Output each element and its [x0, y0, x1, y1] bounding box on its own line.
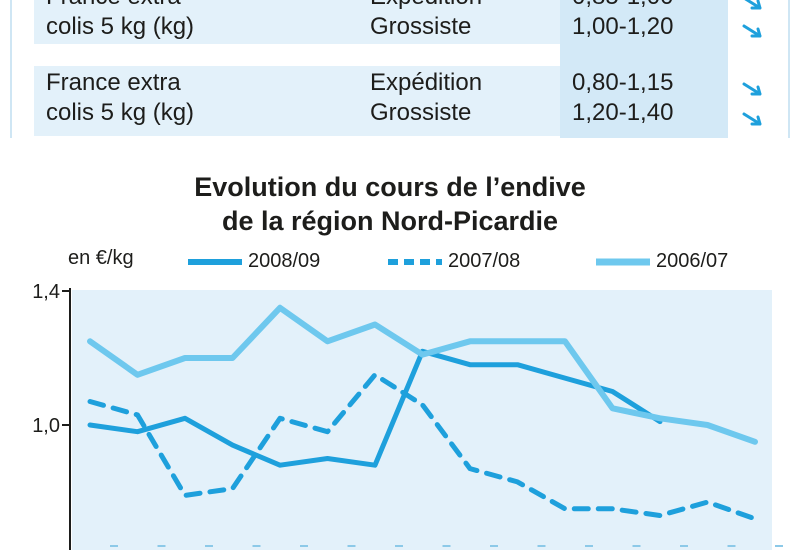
- price-column: [560, 0, 728, 138]
- legend-item-2008-09: 2008/09: [186, 250, 346, 274]
- legend-item-2007-08: 2007/08: [386, 250, 556, 274]
- stage-label: Grossiste: [370, 99, 472, 126]
- legend-swatch: [596, 258, 650, 266]
- stage-label: Expédition: [370, 69, 483, 96]
- legend-item-2006-07: 2006/07: [594, 250, 764, 274]
- down-arrow-icon: [742, 24, 762, 38]
- price-table: [10, 0, 790, 138]
- legend-swatch: [388, 259, 442, 265]
- down-arrow-icon: [744, 0, 762, 10]
- legend-label: 2006/07: [656, 250, 729, 272]
- y-tick-label: 1,0: [32, 415, 60, 437]
- legend-label: 2008/09: [248, 250, 321, 272]
- price-range: 1,00-1,20: [572, 13, 674, 40]
- y-axis-unit-label: en €/kg: [68, 247, 134, 269]
- product-label: France extra: [46, 0, 181, 12]
- stage-label: Grossiste: [370, 13, 472, 40]
- product-label: colis 5 kg (kg): [46, 99, 195, 126]
- legend-swatch: [188, 259, 242, 265]
- down-arrow-icon: [742, 82, 762, 96]
- price-range: 1,20-1,40: [572, 99, 674, 126]
- down-arrow-icon: [742, 112, 762, 126]
- stage-label: Expédition: [370, 0, 482, 12]
- product-label: colis 5 kg (kg): [46, 13, 195, 40]
- product-label: France extra: [46, 69, 181, 96]
- legend-label: 2007/08: [448, 250, 521, 272]
- chart-title: Evolution du cours de l’endive: [194, 172, 586, 202]
- price-range: 0,85-1,00: [572, 0, 673, 12]
- chart-subtitle: de la région Nord-Picardie: [221, 206, 559, 236]
- y-tick-label: 1,4: [32, 281, 60, 303]
- price-range: 0,80-1,15: [572, 69, 674, 96]
